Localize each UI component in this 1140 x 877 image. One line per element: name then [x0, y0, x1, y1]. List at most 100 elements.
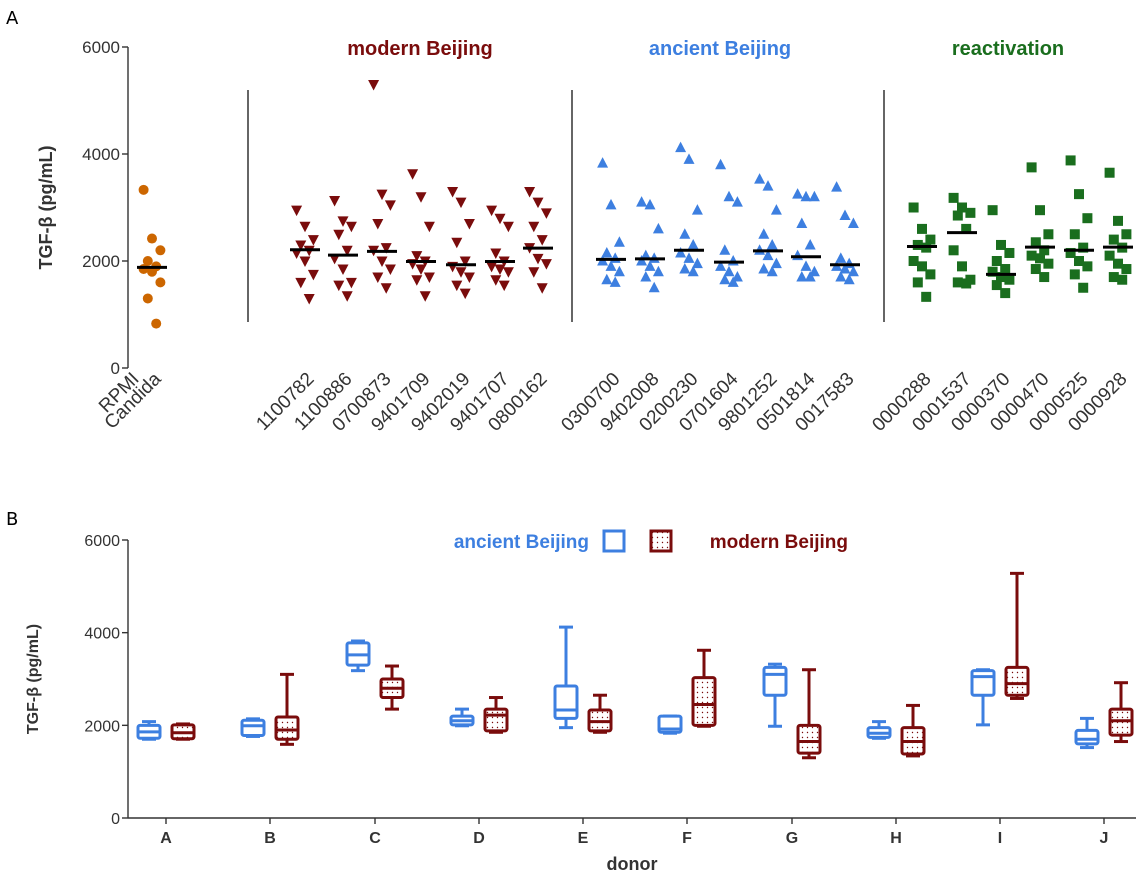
data-point [762, 180, 774, 191]
data-point [372, 272, 384, 284]
data-point [691, 257, 703, 269]
data-point [835, 252, 847, 263]
data-point [640, 271, 652, 282]
y-axis-title: TGF-β (pg/mL) [25, 624, 42, 734]
data-point [345, 221, 357, 233]
data-point [1069, 269, 1080, 280]
data-point [1030, 264, 1041, 275]
data-point [1069, 229, 1080, 240]
data-point [333, 280, 345, 292]
data-point [532, 197, 544, 209]
data-point [291, 205, 303, 217]
y-tick-label: 4000 [84, 626, 120, 643]
panel-b-letter: B [6, 509, 18, 530]
data-point [675, 141, 687, 153]
data-point [451, 237, 463, 249]
data-point [490, 248, 502, 259]
legend-label: modern Beijing [710, 532, 848, 553]
data-point [917, 223, 927, 234]
data-point [948, 245, 959, 256]
x-category-label: B [264, 830, 276, 847]
data-point [494, 264, 506, 276]
data-point [965, 207, 976, 218]
group-title: ancient Beijing [649, 38, 791, 60]
data-point [719, 244, 731, 255]
data-point [766, 238, 778, 250]
data-point [652, 265, 664, 277]
data-point [1121, 264, 1132, 275]
data-point [463, 219, 475, 230]
data-point [451, 280, 463, 292]
data-point [719, 273, 731, 285]
data-point [804, 238, 816, 250]
data-point [341, 291, 353, 302]
data-point [1082, 213, 1093, 224]
data-point [1117, 274, 1128, 285]
data-point [679, 228, 691, 239]
x-category-label: I [998, 830, 1002, 847]
data-point [447, 186, 459, 198]
data-point [792, 249, 804, 261]
data-point [1108, 272, 1119, 283]
data-point [341, 245, 353, 257]
data-point [961, 223, 972, 234]
x-category-label: E [578, 830, 589, 847]
data-point [303, 293, 315, 305]
data-point [536, 235, 548, 246]
data-point [423, 221, 435, 233]
data-point [384, 264, 396, 276]
data-point [952, 210, 963, 221]
data-point [337, 216, 349, 227]
data-point [957, 261, 967, 272]
data-point [1030, 237, 1041, 248]
data-point [540, 208, 552, 219]
data-point [996, 239, 1006, 250]
y-tick-label: 4000 [82, 145, 120, 164]
x-category-label: A [160, 830, 172, 847]
data-point [1065, 155, 1076, 166]
data-point [683, 153, 695, 164]
data-point [766, 265, 778, 277]
data-point [376, 256, 388, 267]
data-point [1074, 256, 1084, 266]
data-point [754, 173, 766, 184]
x-category-label: D [473, 830, 485, 847]
data-point [727, 276, 739, 287]
data-point [307, 269, 319, 281]
data-point [155, 245, 166, 256]
data-point [299, 256, 311, 267]
data-point [1026, 162, 1037, 173]
data-point [1078, 242, 1089, 253]
data-point [961, 278, 972, 289]
box-body [240, 718, 266, 738]
data-point [502, 221, 514, 233]
data-point [368, 79, 380, 91]
data-point [411, 251, 423, 262]
data-point [486, 205, 498, 217]
data-point [917, 261, 927, 272]
data-point [1043, 258, 1054, 269]
data-point [1074, 189, 1084, 200]
data-point [455, 267, 467, 278]
data-point [532, 253, 544, 265]
data-point [1065, 247, 1076, 258]
data-point [644, 260, 656, 271]
data-point [384, 200, 396, 211]
data-point [723, 190, 735, 202]
data-point [952, 277, 963, 288]
data-point [1043, 229, 1054, 240]
data-point [1035, 253, 1045, 264]
data-point [683, 252, 695, 263]
data-point [415, 192, 427, 203]
y-tick-label: 6000 [84, 533, 120, 550]
data-point [337, 264, 349, 276]
data-point [536, 283, 548, 294]
x-category-label: F [682, 830, 692, 847]
data-point [329, 196, 341, 207]
data-point [601, 273, 613, 285]
box-body [1074, 728, 1100, 746]
box-body [1004, 665, 1030, 697]
data-point [831, 181, 843, 192]
data-point [613, 236, 625, 247]
data-point [502, 267, 514, 278]
